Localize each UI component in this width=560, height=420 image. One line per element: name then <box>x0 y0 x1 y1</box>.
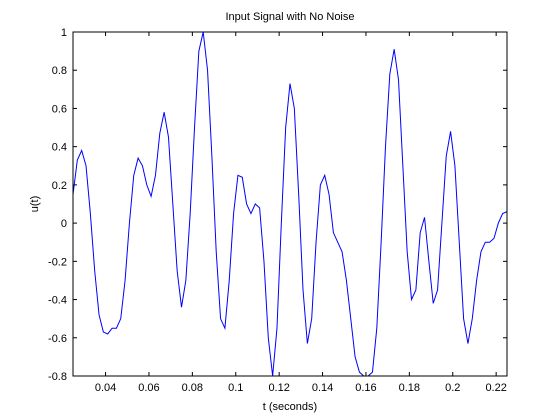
x-tick-label: 0.12 <box>268 382 289 394</box>
y-tick-label: -0.8 <box>48 371 67 383</box>
y-tick-label: -0.4 <box>48 295 67 307</box>
x-tick-label: 0.22 <box>485 382 506 394</box>
signal-line <box>72 31 508 377</box>
y-axis-label: u(t) <box>29 196 41 213</box>
x-tick-label: 0.04 <box>95 382 116 394</box>
x-tick-label: 0.16 <box>355 382 376 394</box>
y-tick-label: 0 <box>61 218 67 230</box>
y-tick-labels: -0.8 -0.6 -0.4 -0.2 0 0.2 0.4 0.6 0.8 1 <box>48 27 67 383</box>
y-tick-label: 0.2 <box>52 180 67 192</box>
y-tick-label: -0.2 <box>48 256 67 268</box>
x-axis-label: t (seconds) <box>263 401 317 413</box>
y-tick-label: 0.8 <box>52 65 67 77</box>
x-tick-label: 0.1 <box>228 382 243 394</box>
plot-area <box>73 32 507 376</box>
x-tick-label: 0.06 <box>138 382 159 394</box>
y-tick-label: 1 <box>61 27 67 39</box>
chart-title: Input Signal with No Noise <box>225 11 354 23</box>
x-tick-label: 0.18 <box>399 382 420 394</box>
y-tick-label: 0.4 <box>52 142 67 154</box>
x-tick-label: 0.14 <box>312 382 333 394</box>
plot-frame <box>72 31 508 377</box>
x-tick-label: 0.2 <box>445 382 460 394</box>
x-tick-labels: 0.04 0.06 0.08 0.1 0.12 0.14 0.16 0.18 0.2 0.22 <box>95 382 507 394</box>
y-tick-label: -0.6 <box>48 333 67 345</box>
y-tick-label: 0.6 <box>52 103 67 115</box>
x-tick-label: 0.08 <box>182 382 203 394</box>
